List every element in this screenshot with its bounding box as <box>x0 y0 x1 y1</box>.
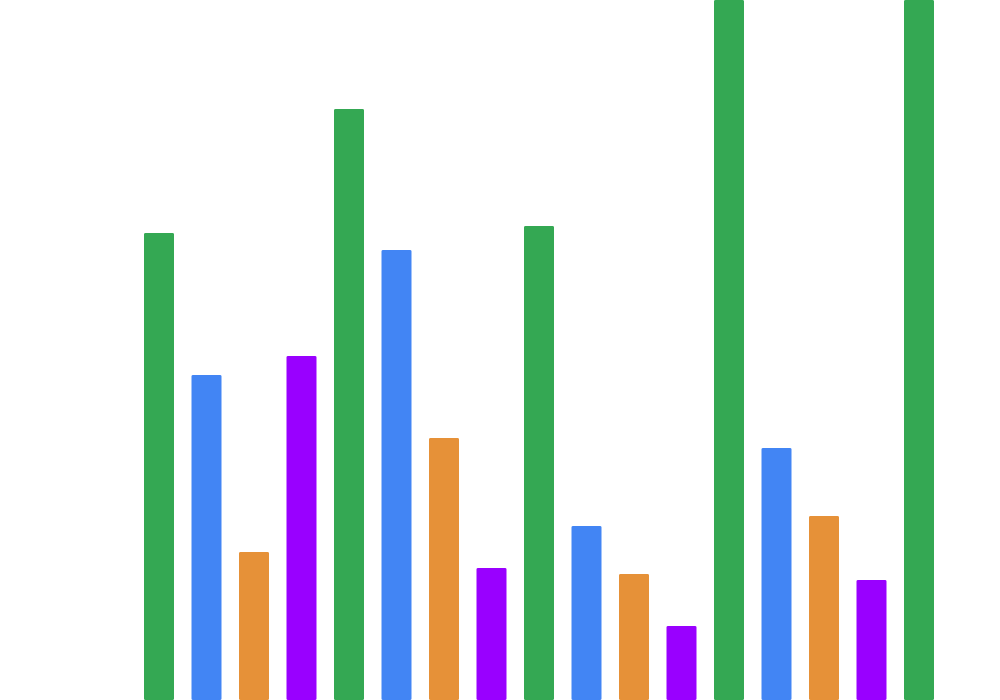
bar-6 <box>381 250 412 700</box>
bar-3 <box>239 552 269 700</box>
bar-1 <box>144 233 174 700</box>
bar-8 <box>476 568 507 700</box>
bar-group <box>144 0 934 700</box>
bar-16 <box>856 580 887 700</box>
bar-12 <box>666 626 697 700</box>
bar-11 <box>619 574 649 700</box>
bar-4 <box>286 356 317 700</box>
bar-15 <box>809 516 839 700</box>
bar-14 <box>761 448 792 700</box>
bar-17 <box>904 0 934 700</box>
bar-10 <box>571 526 602 700</box>
bar-13 <box>714 0 744 700</box>
bar-7 <box>429 438 459 700</box>
bar-5 <box>334 109 364 700</box>
bar-9 <box>524 226 554 700</box>
bar-2 <box>191 375 222 700</box>
